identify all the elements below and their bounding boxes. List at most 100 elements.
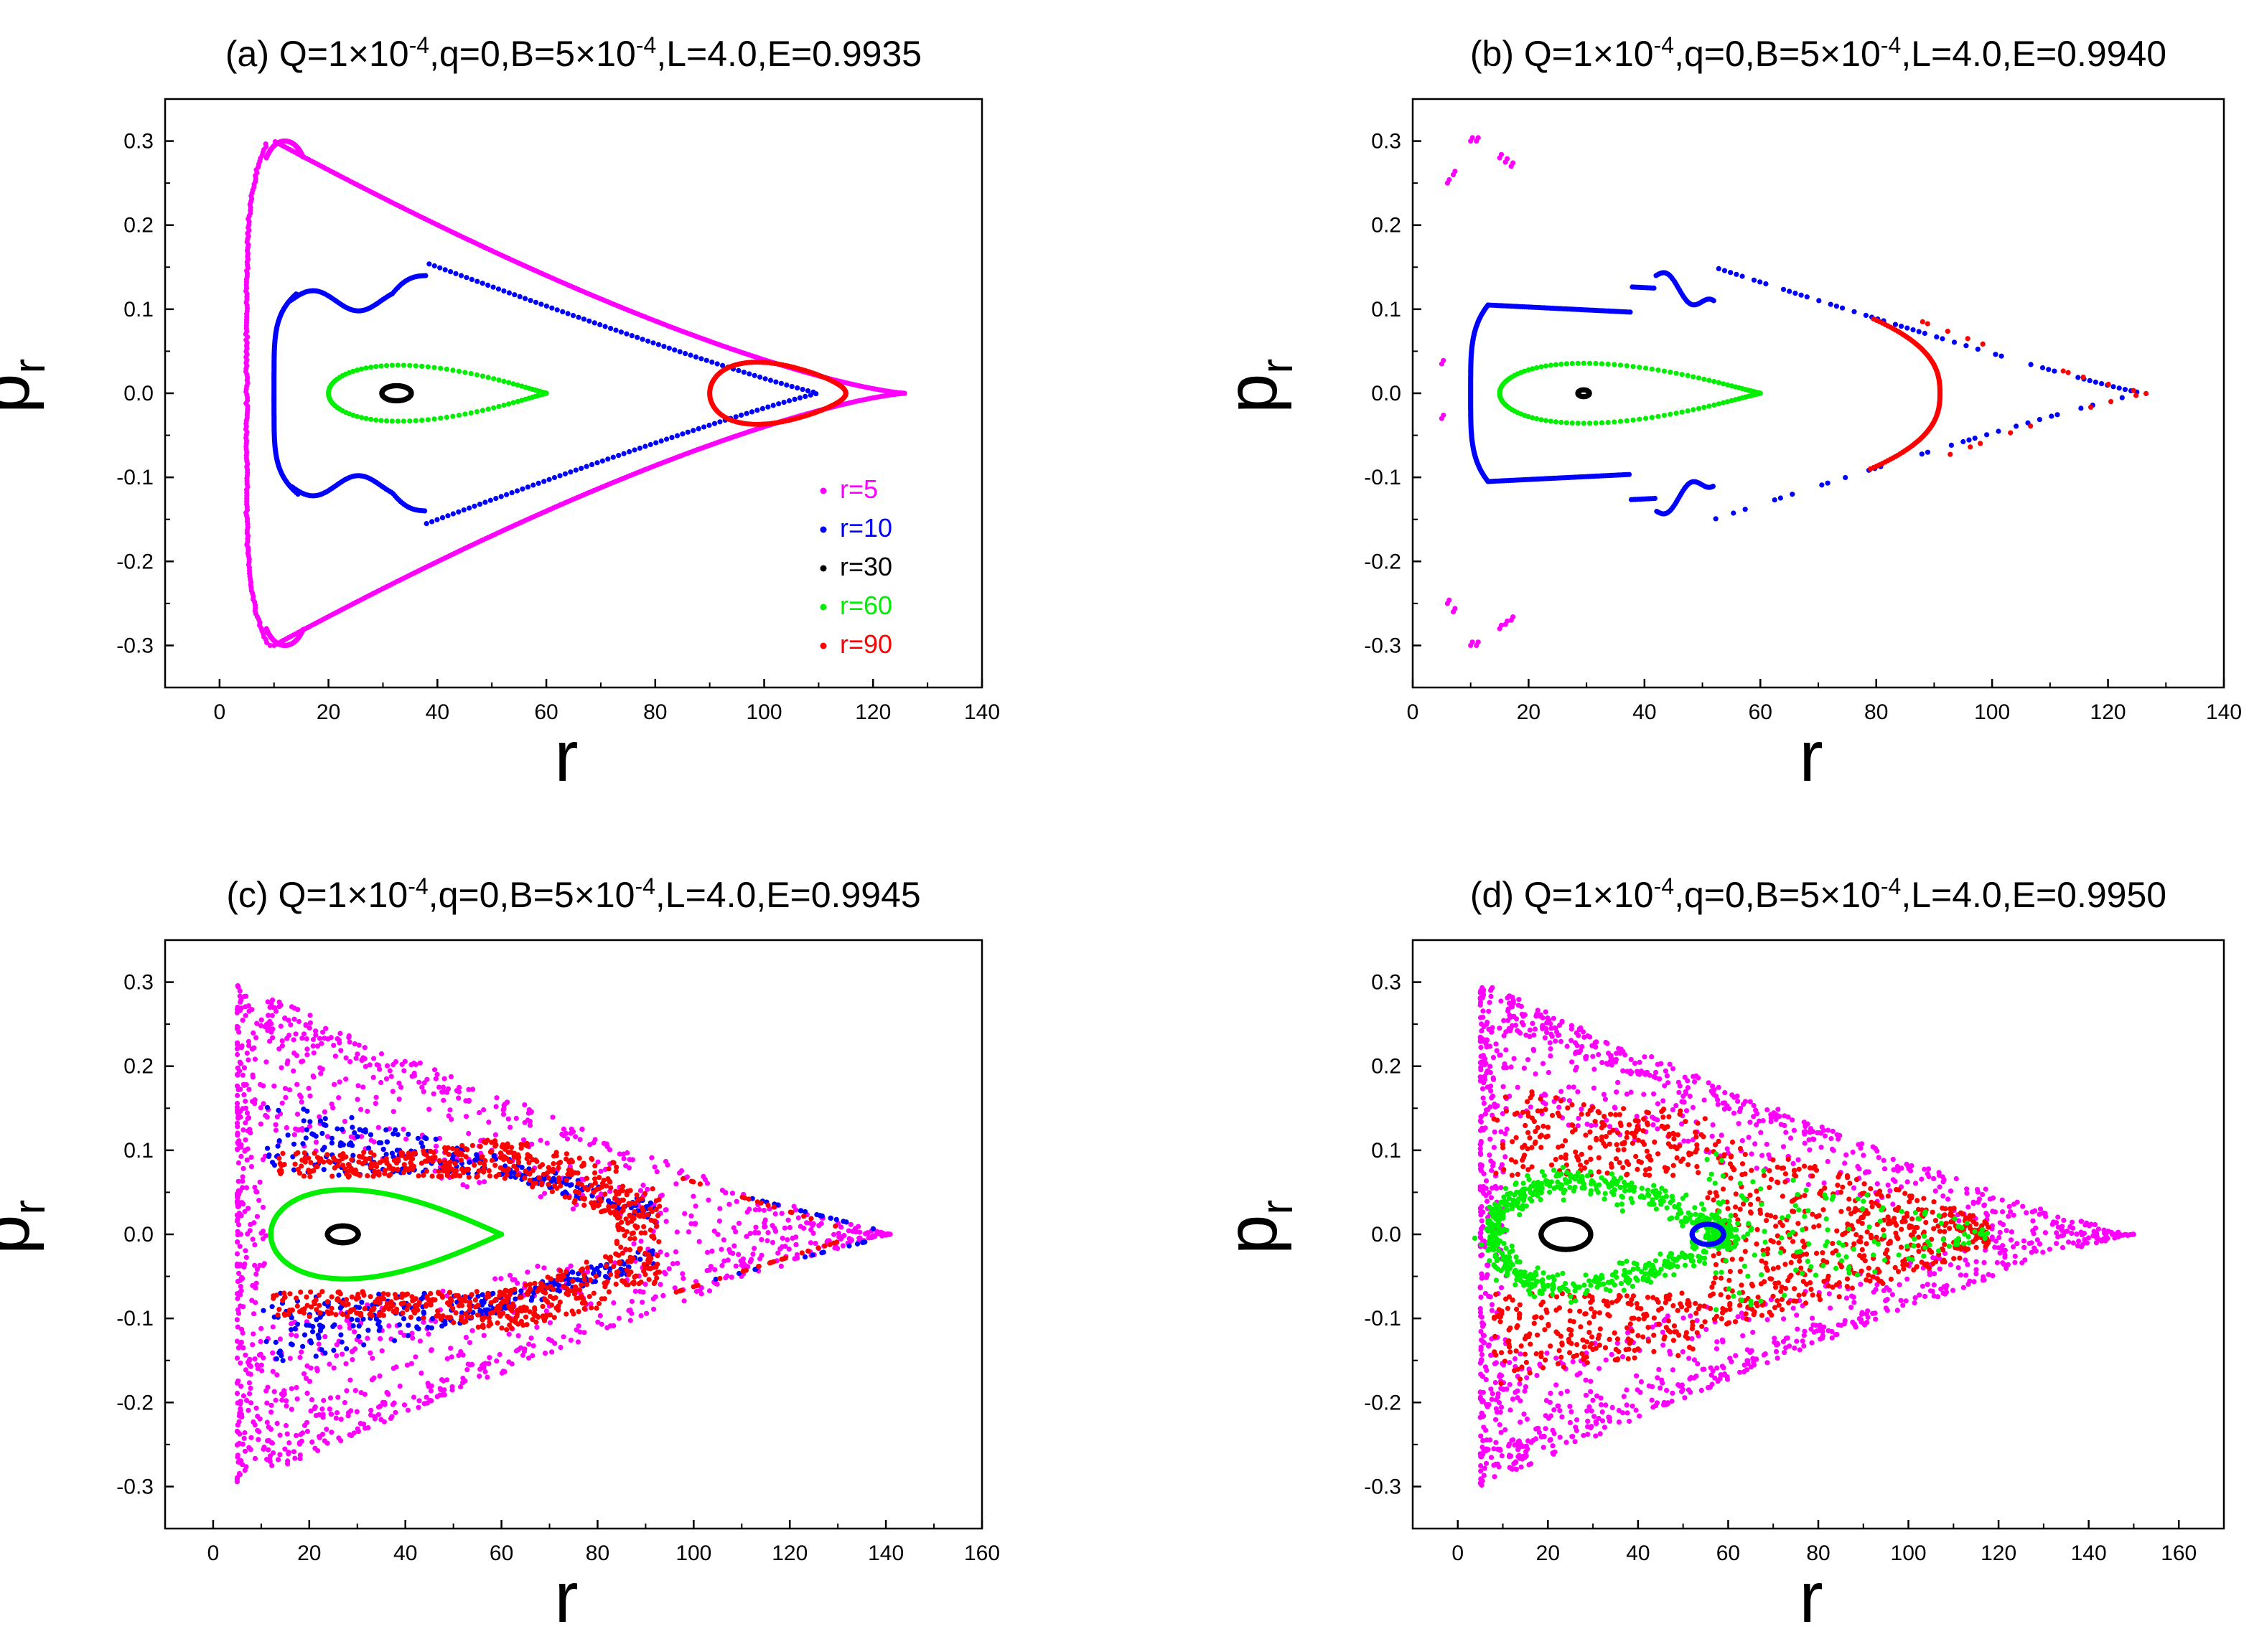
data-point <box>1651 285 1657 291</box>
data-point <box>237 1068 243 1074</box>
data-point <box>285 1132 291 1138</box>
data-point <box>283 1422 289 1429</box>
data-point <box>1960 438 1966 445</box>
data-point <box>478 1309 484 1315</box>
legend-label: r=90 <box>840 629 892 659</box>
data-point <box>270 1035 276 1041</box>
data-point <box>466 1087 472 1092</box>
data-point <box>357 1127 363 1132</box>
data-point <box>656 1239 662 1244</box>
data-point <box>1469 639 1475 645</box>
data-point <box>467 505 472 511</box>
data-point <box>454 1148 460 1153</box>
data-point <box>486 1315 492 1321</box>
data-point <box>750 1252 756 1257</box>
data-point <box>395 418 401 424</box>
data-point <box>767 377 774 383</box>
data-point <box>1446 597 1452 603</box>
data-point <box>513 1115 519 1121</box>
data-point <box>597 322 603 328</box>
series-r-10 <box>261 1104 876 1364</box>
data-point <box>474 372 480 377</box>
data-point <box>449 1384 455 1389</box>
data-point <box>1725 399 1731 405</box>
data-point <box>313 1353 319 1359</box>
data-point <box>259 1368 265 1374</box>
data-point <box>658 1249 663 1255</box>
data-point <box>380 1146 386 1152</box>
data-point <box>375 1063 382 1069</box>
data-point <box>559 1131 565 1137</box>
y-axis-label: pr <box>0 1200 55 1254</box>
data-point <box>778 380 784 386</box>
data-point <box>336 1172 342 1178</box>
data-point <box>429 1315 436 1322</box>
data-point <box>415 1135 421 1141</box>
data-point <box>664 436 670 442</box>
data-point <box>490 284 496 290</box>
data-point <box>504 1172 510 1178</box>
data-point <box>252 1262 258 1268</box>
data-point <box>277 1336 283 1342</box>
data-point <box>289 1327 294 1333</box>
data-point <box>301 1150 307 1156</box>
data-point <box>243 1148 248 1153</box>
data-point <box>258 1230 264 1236</box>
data-point <box>368 1407 374 1413</box>
data-point <box>264 1400 270 1406</box>
data-point <box>377 1324 383 1330</box>
data-point <box>246 1038 251 1044</box>
x-tick-label: 140 <box>964 700 1000 724</box>
data-point <box>254 1362 260 1368</box>
data-point <box>303 1135 309 1141</box>
data-point <box>441 1076 447 1081</box>
data-point <box>510 1301 516 1307</box>
data-point <box>1587 421 1593 426</box>
data-point <box>526 1355 532 1361</box>
data-point <box>673 1249 679 1254</box>
data-point <box>313 1140 319 1145</box>
legend: r=5r=10r=30r=60r=90 <box>820 474 892 659</box>
data-point <box>681 1275 686 1281</box>
x-axis-label: r <box>554 716 578 797</box>
data-point <box>403 1136 409 1142</box>
data-point <box>518 1345 524 1351</box>
data-point <box>294 1081 300 1087</box>
data-point <box>307 1025 312 1031</box>
data-point <box>1734 271 1739 277</box>
x-tick-label: 0 <box>214 700 226 724</box>
data-point <box>588 1301 594 1307</box>
data-point <box>264 1457 270 1463</box>
data-point <box>304 1127 309 1132</box>
data-point <box>378 1051 385 1057</box>
data-point <box>733 414 739 420</box>
data-point <box>249 1297 255 1303</box>
data-point <box>692 1221 698 1227</box>
data-point <box>251 1419 256 1425</box>
data-point <box>304 1390 310 1396</box>
data-point <box>469 276 474 282</box>
data-point <box>329 1430 335 1435</box>
data-point <box>289 1332 294 1338</box>
data-point <box>611 1300 617 1306</box>
data-point <box>568 1337 574 1343</box>
data-point <box>242 1430 248 1436</box>
data-point <box>803 1254 808 1260</box>
data-point <box>327 1406 332 1412</box>
data-point <box>421 1310 427 1316</box>
data-point <box>672 1285 678 1291</box>
data-point <box>485 282 491 288</box>
data-point <box>469 1087 476 1092</box>
data-point <box>365 1328 371 1333</box>
data-point <box>282 1015 288 1021</box>
data-point <box>645 1186 650 1192</box>
data-point <box>277 1348 283 1354</box>
data-point <box>350 1323 356 1329</box>
data-point <box>437 265 443 271</box>
data-point <box>293 1031 299 1037</box>
data-point <box>449 1145 456 1152</box>
data-point <box>505 1116 511 1122</box>
data-point <box>436 1084 442 1090</box>
data-point <box>709 1248 715 1254</box>
data-point <box>480 373 486 379</box>
